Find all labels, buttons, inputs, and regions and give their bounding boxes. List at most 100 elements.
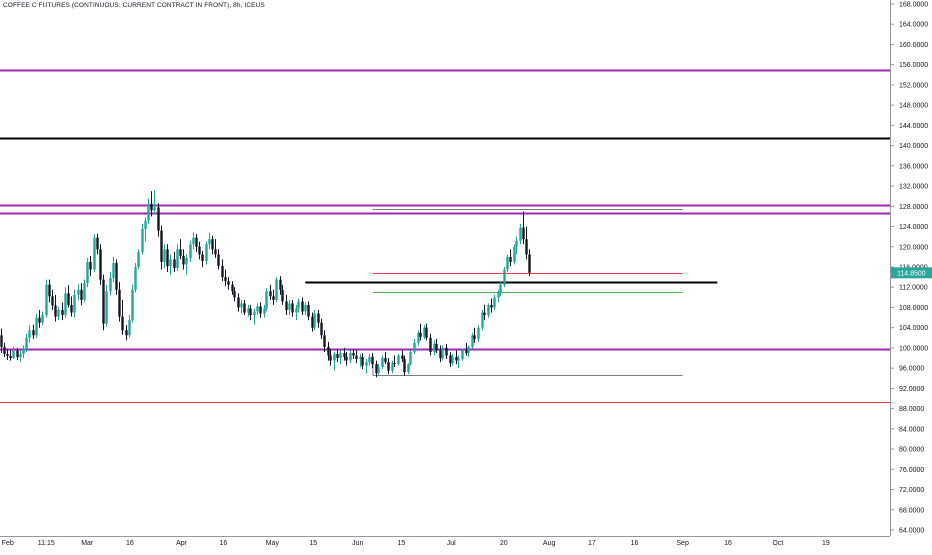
candle-body: [419, 332, 422, 337]
candle-body: [99, 249, 102, 280]
time-tick-label: 16: [219, 540, 227, 547]
candle-body: [361, 357, 364, 366]
candle-body: [41, 315, 44, 323]
candle-body: [253, 311, 256, 316]
candle-body: [401, 355, 404, 360]
price-tick-label: 168.0000: [899, 2, 928, 9]
price-tick-label: 124.0000: [899, 224, 928, 231]
candle-body: [96, 237, 99, 250]
time-tick-label: Oct: [772, 540, 783, 547]
candle-body: [307, 304, 310, 317]
time-tick-label: 11:15: [38, 540, 55, 547]
candle-body: [509, 256, 512, 262]
candle-body: [317, 313, 320, 323]
candle-body: [256, 306, 259, 312]
candle-body: [173, 259, 176, 269]
candle-body: [128, 320, 131, 336]
candle-body: [304, 304, 307, 312]
candle-body: [515, 240, 518, 247]
candle-body: [461, 350, 464, 360]
candle-body: [233, 291, 236, 298]
candle-body: [519, 227, 522, 241]
candle-body: [169, 259, 172, 266]
candle-body: [433, 343, 436, 352]
candle-body: [455, 357, 458, 361]
candle-body: [381, 358, 384, 368]
candle-body: [451, 357, 454, 364]
candle-body: [118, 289, 121, 317]
candle-body: [423, 327, 426, 337]
candle-body: [221, 265, 224, 278]
time-tick-label: 17: [588, 540, 596, 547]
candle-body: [131, 289, 134, 321]
candle-body: [185, 257, 188, 265]
candle-body: [0, 335, 3, 347]
time-tick-label: Aug: [543, 540, 556, 547]
candle-body: [217, 254, 220, 266]
price-tick-label: 108.0000: [899, 305, 928, 312]
time-tick-label: 15: [397, 540, 405, 547]
time-tick-label: 16: [126, 540, 134, 547]
price-tick-label: 144.0000: [899, 123, 928, 130]
candle-body: [249, 308, 252, 316]
candle-body: [198, 246, 201, 255]
last-price-badge: [891, 267, 932, 279]
time-tick-label: 16: [631, 540, 639, 547]
candle-body: [487, 304, 490, 316]
candle-body: [179, 249, 182, 256]
candle-body: [269, 291, 272, 297]
candle-body: [384, 358, 387, 363]
price-tick-label: 132.0000: [899, 184, 928, 191]
candle-body: [281, 289, 284, 302]
candle-body: [522, 227, 525, 240]
time-tick-label: Feb: [2, 540, 14, 547]
candle-body: [115, 262, 118, 290]
candle-body: [483, 312, 486, 316]
candle-body: [365, 362, 368, 366]
candle-body: [211, 239, 214, 250]
candle-body: [259, 306, 262, 314]
candle-body: [465, 350, 468, 353]
candle-body: [189, 244, 192, 258]
price-tick-label: 164.0000: [899, 22, 928, 29]
candle-body: [435, 343, 438, 351]
price-tick-label: 84.0000: [899, 426, 924, 433]
candle-body: [141, 229, 144, 252]
candle-body: [288, 303, 291, 310]
price-tick-label: 72.0000: [899, 487, 924, 494]
candle-body: [481, 312, 484, 328]
candle-body: [528, 254, 531, 273]
candle-body: [339, 352, 342, 359]
candle-body: [70, 304, 73, 313]
price-tick-label: 88.0000: [899, 406, 924, 413]
candle-body: [28, 330, 31, 338]
candle-body: [6, 353, 9, 357]
candle-body: [3, 346, 6, 354]
time-tick-label: May: [266, 540, 280, 547]
candle-body: [153, 207, 156, 211]
time-axis[interactable]: Feb 11:15 Mar 16 Apr 16 May 15 Jun 15 Jul 20 Aug 17 16…: [2, 540, 830, 547]
price-tick-label: 136.0000: [899, 163, 928, 170]
candle-body: [93, 237, 96, 270]
candle-body: [77, 289, 80, 295]
price-tick-label: 128.0000: [899, 204, 928, 211]
candle-body: [439, 350, 442, 359]
candle-body: [349, 352, 352, 361]
candle-body: [275, 279, 278, 300]
candle-body: [297, 301, 300, 309]
candle-body: [493, 297, 496, 308]
candle-body: [503, 269, 506, 285]
candle-body: [57, 309, 60, 317]
candle-body: [22, 348, 25, 354]
time-tick-label: Apr: [176, 540, 188, 547]
candle-body: [102, 279, 105, 324]
price-tick-label: 92.0000: [899, 386, 924, 393]
candle-body: [166, 249, 169, 266]
candle-body: [67, 293, 70, 305]
candle-body: [125, 330, 128, 336]
candle-body: [449, 355, 452, 364]
candle-body: [64, 293, 67, 316]
